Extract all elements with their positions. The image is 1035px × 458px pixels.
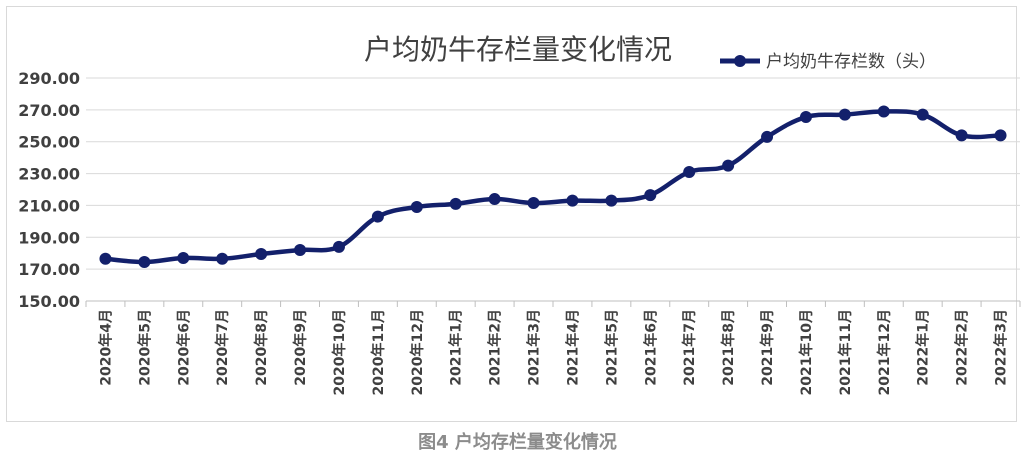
x-tick-label: 2021年9月 xyxy=(759,309,776,386)
x-tick-label: 2021年5月 xyxy=(603,309,620,386)
data-point xyxy=(371,210,384,223)
data-point xyxy=(177,251,190,264)
x-tick-label: 2021年12月 xyxy=(876,309,893,395)
y-tick-label: 210.00 xyxy=(18,196,80,215)
y-tick-label: 190.00 xyxy=(18,228,80,247)
x-tick-label: 2021年4月 xyxy=(564,309,581,386)
figure-caption: 图4 户均存栏量变化情况 xyxy=(418,432,617,453)
x-tick-label: 2021年1月 xyxy=(448,309,465,386)
x-tick-label: 2022年2月 xyxy=(954,309,971,386)
x-tick-label: 2021年6月 xyxy=(642,309,659,386)
y-tick-label: 170.00 xyxy=(18,260,80,279)
x-tick-label: 2020年5月 xyxy=(136,309,153,386)
data-point xyxy=(527,197,540,210)
data-point xyxy=(255,248,268,261)
x-tick-label: 2020年7月 xyxy=(214,309,231,386)
x-tick-label: 2022年1月 xyxy=(915,309,932,386)
y-tick-label: 250.00 xyxy=(18,133,80,152)
chart-frame xyxy=(6,6,1017,422)
data-point xyxy=(722,159,735,172)
legend-dot-marker xyxy=(734,55,746,67)
x-tick-label: 2020年10月 xyxy=(331,309,348,395)
y-tick-label: 290.00 xyxy=(18,69,80,88)
data-point xyxy=(332,240,345,253)
data-point xyxy=(449,197,462,210)
y-tick-label: 150.00 xyxy=(18,292,80,311)
x-tick-label: 2020年8月 xyxy=(253,309,270,386)
x-tick-label: 2020年4月 xyxy=(97,309,114,386)
y-tick-label: 270.00 xyxy=(18,101,80,120)
x-tick-label: 2021年11月 xyxy=(837,309,854,395)
x-tick-label: 2021年2月 xyxy=(487,309,504,386)
data-point xyxy=(294,244,307,257)
x-tick-label: 2020年9月 xyxy=(292,309,309,386)
data-point xyxy=(488,193,501,206)
data-point xyxy=(410,201,423,214)
data-point xyxy=(838,108,851,121)
x-tick-label: 2021年8月 xyxy=(720,309,737,386)
legend: 户均奶牛存栏数（头） xyxy=(720,52,936,72)
data-point xyxy=(683,165,696,178)
data-point xyxy=(644,189,657,202)
data-point xyxy=(799,111,812,124)
y-tick-label: 230.00 xyxy=(18,165,80,184)
data-point xyxy=(566,194,579,207)
data-point xyxy=(216,252,229,265)
x-tick-label: 2020年11月 xyxy=(370,309,387,395)
series-line xyxy=(105,109,1001,265)
data-point xyxy=(955,129,968,142)
data-point xyxy=(761,130,774,143)
data-point xyxy=(877,105,890,118)
x-tick-label: 2021年7月 xyxy=(681,309,698,386)
data-point xyxy=(99,252,112,265)
x-tick-label: 2020年12月 xyxy=(409,309,426,395)
legend-label: 户均奶牛存栏数（头） xyxy=(766,52,936,72)
x-tick-label: 2022年3月 xyxy=(993,309,1010,386)
chart-title: 户均奶牛存栏量变化情况 xyxy=(364,33,672,66)
data-point xyxy=(605,194,618,207)
x-tick-label: 2021年3月 xyxy=(526,309,543,386)
data-point xyxy=(994,129,1007,142)
x-tick-label: 2021年10月 xyxy=(798,309,815,395)
data-point xyxy=(916,108,929,121)
x-tick-label: 2020年6月 xyxy=(175,309,192,386)
data-point xyxy=(138,255,151,268)
